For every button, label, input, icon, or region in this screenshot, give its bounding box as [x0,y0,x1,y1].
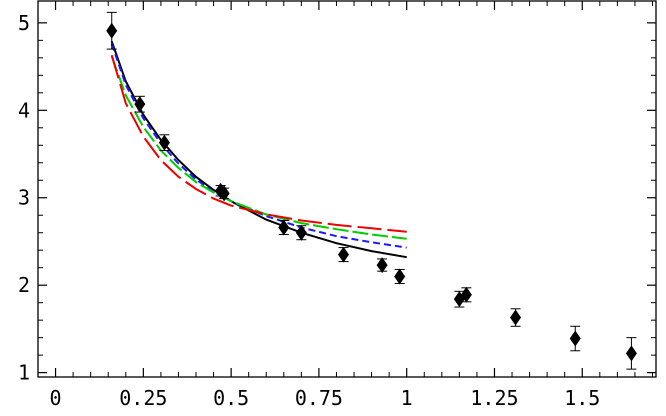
x-tick-label: 0 [50,386,62,410]
curve-3 [110,55,407,240]
data-point [569,325,581,352]
data-point [158,134,170,152]
data-point [295,224,307,241]
y-axis: 1 2 3 4 5 [18,11,656,385]
curve-2 [110,43,407,249]
diamond-marker [460,286,472,303]
data-point [510,308,522,327]
diamond-marker [569,330,581,347]
data-point [460,286,472,303]
diamond-marker [337,246,349,263]
data-point [625,337,637,370]
x-tick-label: 1.25 [470,386,518,410]
curve-1 [110,40,407,259]
data-point [106,11,118,50]
data-points [106,11,637,370]
diamond-marker [295,224,307,241]
model-curves [110,40,407,259]
data-point [134,95,146,113]
x-tick-label: 0.25 [119,386,167,410]
diamond-marker [106,22,118,39]
y-tick-label: 1 [18,361,30,385]
y-tick-label: 5 [18,11,30,35]
data-point [337,246,349,263]
x-tick-label: 1.5 [564,386,600,410]
diamond-marker [510,309,522,326]
curve-4 [110,54,407,233]
x-tick-label: 1 [401,386,413,410]
diamond-marker [625,345,637,362]
data-point [394,268,406,285]
diamond-marker [158,134,170,151]
diamond-marker [278,219,290,236]
y-tick-label: 2 [18,273,30,297]
x-tick-label: 0.75 [295,386,343,410]
data-point [218,185,230,202]
data-point [278,219,290,236]
y-tick-label: 4 [18,98,30,122]
y-tick-label: 3 [18,186,30,210]
diamond-marker [134,96,146,113]
diamond-marker [394,268,406,285]
plot-frame [37,0,657,378]
x-tick-label: 0.5 [213,386,249,410]
x-axis: 0 0.25 0.5 0.75 1 1.25 1.5 [50,1,653,410]
diamond-marker [218,185,230,202]
data-point [376,257,388,274]
diamond-marker [376,257,388,274]
